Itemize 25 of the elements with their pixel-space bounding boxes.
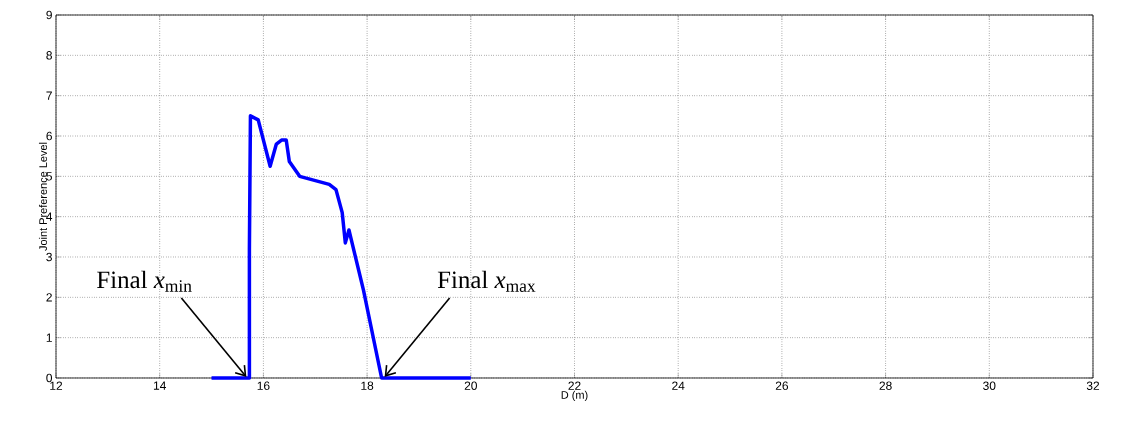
annotation: Final x$_{min}$ <box>97 270 192 292</box>
x-tick-label: 26 <box>775 381 789 390</box>
y-tick-label: 0 <box>46 373 53 383</box>
x-tick-label: 12 <box>50 381 63 390</box>
y-tick-label: 5 <box>46 172 52 181</box>
x-tick-label: 28 <box>879 381 892 390</box>
x-tick-label: 22 <box>568 381 581 390</box>
y-tick-label: 4 <box>46 212 53 221</box>
x-tick-label: 20 <box>464 381 477 390</box>
y-tick-label: 1 <box>46 333 52 342</box>
x-tick-label: 14 <box>153 381 166 390</box>
x-tick-label: 24 <box>672 381 685 390</box>
x-axis-title: D (m) <box>561 390 588 402</box>
y-tick-label: 6 <box>46 131 52 141</box>
y-tick-label: 2 <box>46 293 52 302</box>
y-axis-title: Joint Preference Level <box>38 142 47 251</box>
x-tick-label: 32 <box>1086 381 1100 390</box>
annotation: Final x$_{max}$ <box>437 270 536 292</box>
y-tick-label: 7 <box>46 91 52 100</box>
y-tick-label: 8 <box>46 51 52 60</box>
x-tick-label: 16 <box>257 381 270 390</box>
x-tick-label: 18 <box>361 381 374 390</box>
x-tick-label: 30 <box>983 381 996 390</box>
y-tick-label: 9 <box>46 10 52 20</box>
y-tick-label: 3 <box>46 252 52 262</box>
